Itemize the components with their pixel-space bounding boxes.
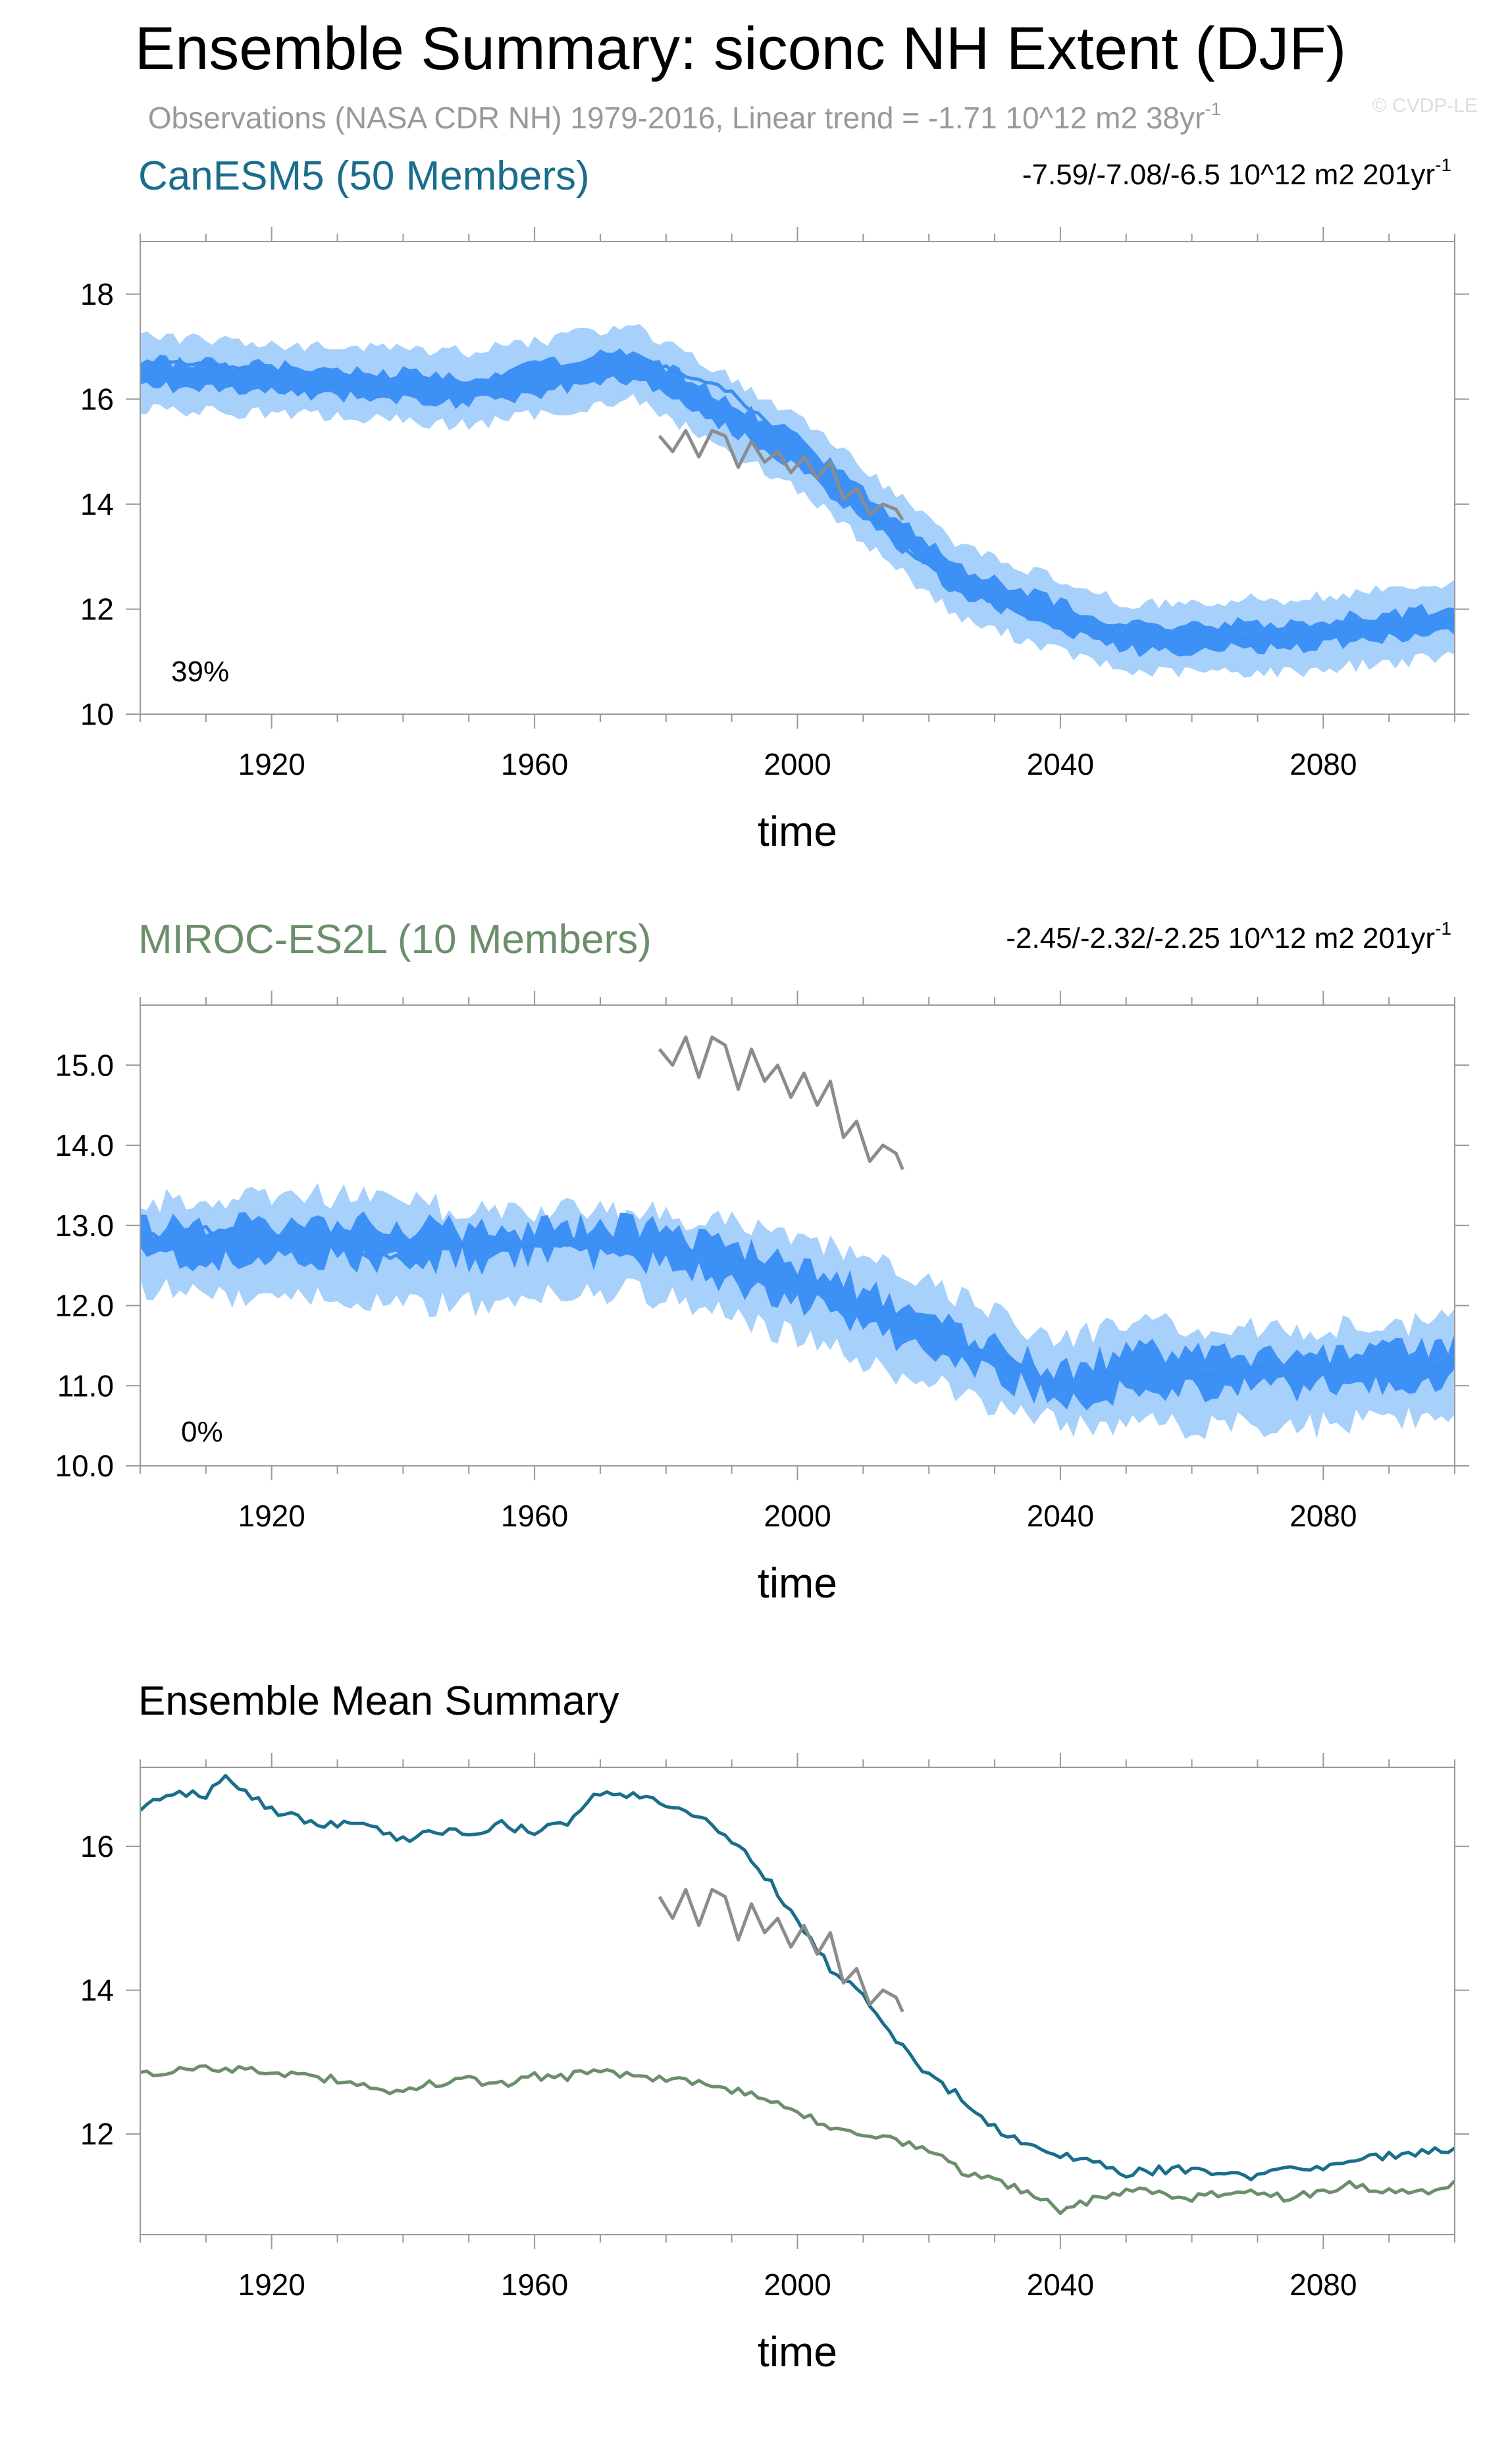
x-tick-label: 1960 (501, 2268, 568, 2302)
panel-1: CanESM5 (50 Members) -7.59/-7.08/-6.5 10^… (80, 153, 1469, 855)
spread-min-max-band (140, 324, 1455, 678)
y-tick-label: 14.0 (55, 1128, 114, 1162)
trend-value: -2.45/-2.32/-2.25 10^12 m2 201yr (1006, 922, 1435, 954)
x-tick-label: 1920 (238, 2268, 305, 2302)
percent-label: 0% (181, 1416, 223, 1448)
panel-title: Ensemble Mean Summary (138, 1678, 619, 1724)
series-line-miroc-es2l (140, 2064, 1455, 2216)
spread-25-75-band (140, 1211, 1455, 1411)
trend-sup: -1 (1435, 918, 1451, 939)
series-line-canesm5 (140, 1774, 1455, 2181)
x-tick-label: 2000 (764, 1499, 831, 1533)
panel-2: MIROC-ES2L (10 Members) -2.45/-2.32/-2.25… (55, 917, 1469, 1607)
y-tick-label: 11.0 (57, 1368, 114, 1403)
ensemble-mean-line (140, 1224, 1455, 1391)
x-tick-label: 1960 (501, 747, 568, 781)
plot-frame (140, 1767, 1455, 2235)
panel-3: Ensemble Mean Summary 1920 1960 2000 2040 208… (80, 1678, 1469, 2375)
x-tick-label: 2040 (1027, 2268, 1094, 2302)
trend-sup: -1 (1435, 155, 1451, 175)
x-tick-label: 2080 (1290, 747, 1357, 781)
x-tick-label: 2040 (1027, 747, 1094, 781)
x-tick-label: 1960 (501, 1499, 568, 1533)
y-tick-label: 10 (80, 697, 114, 731)
y-tick-label: 13.0 (55, 1208, 114, 1243)
x-tick-label: 2000 (764, 2268, 831, 2302)
observations-line (658, 1888, 904, 2013)
observations-line (658, 428, 904, 521)
y-tick-label: 16 (80, 1829, 114, 1863)
x-tick-label: 2040 (1027, 1499, 1094, 1533)
x-axis-label: time (758, 1559, 837, 1607)
watermark: © CVDP-LE (1372, 95, 1478, 117)
x-tick-label: 2080 (1290, 2268, 1357, 2302)
x-tick-label: 2000 (764, 747, 831, 781)
y-tick-label: 16 (80, 382, 114, 416)
panel-title: MIROC-ES2L (10 Members) (138, 917, 652, 962)
observations-line (658, 1035, 904, 1170)
spread-25-75-band (140, 348, 1455, 658)
y-tick-label: 18 (80, 277, 114, 311)
y-tick-label: 15.0 (55, 1048, 114, 1082)
x-tick-label: 1920 (238, 747, 305, 781)
trend-text: -7.59/-7.08/-6.5 10^12 m2 201yr-1 (1022, 155, 1451, 191)
observations-note: Observations (NASA CDR NH) 1979-2016, Li… (148, 99, 1221, 135)
panel-title: CanESM5 (50 Members) (138, 153, 590, 199)
y-tick-label: 14 (80, 487, 114, 521)
y-tick-label: 12 (80, 2117, 114, 2151)
y-tick-label: 12 (80, 592, 114, 626)
x-tick-label: 1920 (238, 1499, 305, 1533)
trend-text: -2.45/-2.32/-2.25 10^12 m2 201yr-1 (1006, 918, 1451, 954)
observations-note-text: Observations (NASA CDR NH) 1979-2016, Li… (148, 101, 1205, 135)
observations-note-sup: -1 (1205, 99, 1221, 119)
y-tick-label: 12.0 (55, 1289, 114, 1323)
plot-area (140, 324, 1455, 678)
percent-label: 39% (171, 656, 229, 688)
y-tick-label: 10.0 (55, 1449, 114, 1483)
x-axis-label: time (758, 808, 837, 855)
trend-value: -7.59/-7.08/-6.5 10^12 m2 201yr (1022, 159, 1435, 191)
ensemble-mean-line (140, 359, 1455, 645)
x-tick-label: 2080 (1290, 1499, 1357, 1533)
plot-area (140, 1035, 1455, 1440)
x-axis-label: time (758, 2328, 837, 2375)
y-tick-label: 14 (80, 1973, 114, 2008)
figure-title: Ensemble Summary: siconc NH Extent (DJF) (135, 15, 1346, 82)
plot-area (140, 1774, 1455, 2216)
